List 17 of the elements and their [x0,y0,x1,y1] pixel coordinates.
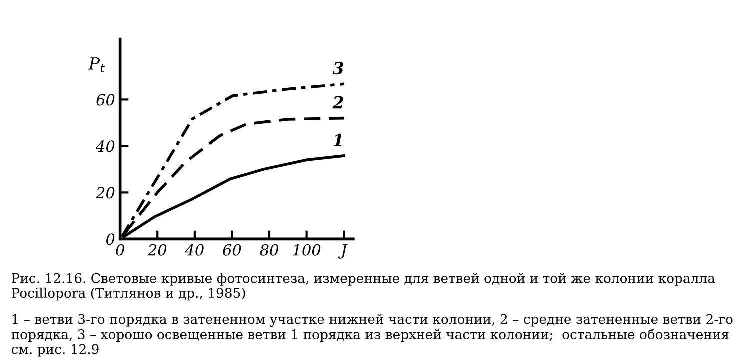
text: Рис. 12.16. Световые кривые фотосинтеза, измеренные для ветвей одной и той же колонии коралла Pocillopora (Титлянов и др., 1985) [12,273,716,301]
text: 1 – ветви 3-го порядка в затененном участке нижней части колонии, 2 – средне затененные ветви 2-го порядка, 3 – хорошо освещенные ветви 1 порядка из верхней части колонии; остальные обозначения см. рис. 12.9 [12,314,733,357]
y-tick-label: 40 [96,140,115,152]
series-label: 3 [332,62,344,75]
x-tick-label: 0 [116,244,124,256]
series-label: 2 [332,96,344,109]
x-tick-label: 60 [223,244,242,256]
x-tick-label: 40 [185,244,204,256]
y-tick-label: 20 [96,187,115,199]
x-tick-label: 80 [260,244,278,256]
x-tick-label: 100 [293,244,321,256]
y-tick-label: 60 [96,94,115,106]
x-tick-label: J [338,244,348,259]
y-tick-label: 0 [106,234,115,246]
series-label: 1 [334,134,342,146]
x-tick-label: 20 [148,244,167,256]
y-axis-title: P$_{t}$ [88,58,106,73]
